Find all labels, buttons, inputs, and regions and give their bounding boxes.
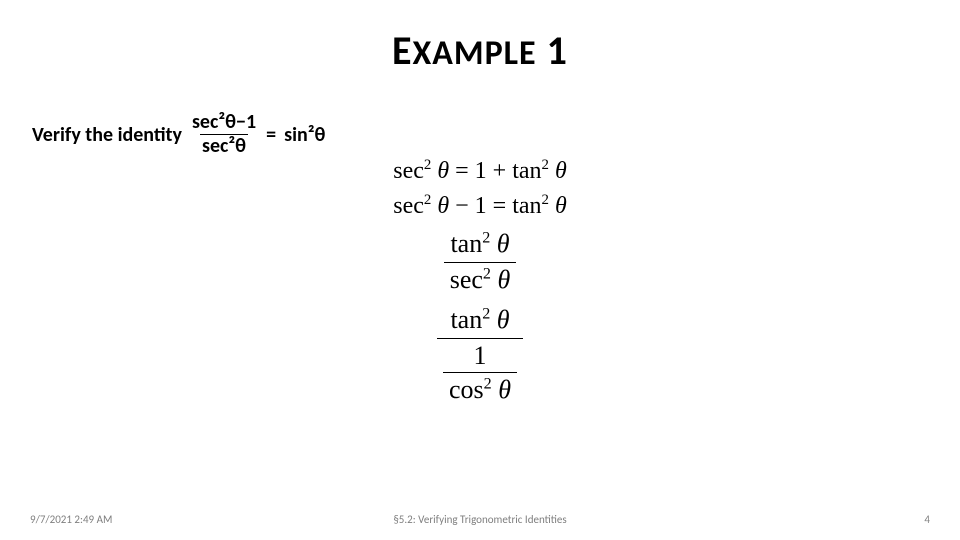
- work-frac-1: tan2 θ sec2 θ: [444, 228, 517, 296]
- work-frac-2-den-frac: 1 cos2 θ: [443, 342, 517, 407]
- prompt-rhs: sin²θ: [284, 123, 325, 147]
- slide: EXAMPLE 1 Verify the identity sec²θ−1 se…: [0, 0, 960, 540]
- work-frac-2-den-num: 1: [459, 342, 500, 373]
- work-line-1-text: sec2 θ = 1 + tan2 θ: [393, 158, 567, 185]
- work-frac-2: tan2 θ 1 cos2 θ: [437, 304, 523, 409]
- work-frac-1-den: sec2 θ: [444, 262, 517, 297]
- title-rest: XAMPLE: [413, 33, 537, 74]
- prompt-lead: Verify the identity: [32, 123, 182, 147]
- title-num: 1: [537, 26, 568, 75]
- work-frac-2-den-den: cos2 θ: [443, 372, 517, 407]
- work-line-1: sec2 θ = 1 + tan2 θ: [393, 158, 567, 185]
- work-line-2: sec2 θ − 1 = tan2 θ: [393, 193, 567, 220]
- prompt-lhs-fraction: sec²θ−1 sec²θ: [190, 112, 258, 157]
- prompt-eq: =: [266, 123, 276, 147]
- verify-prompt: Verify the identity sec²θ−1 sec²θ = sin²…: [32, 112, 325, 157]
- work-line-2-text: sec2 θ − 1 = tan2 θ: [393, 193, 567, 220]
- work-frac-2-den: 1 cos2 θ: [437, 338, 523, 409]
- prompt-lhs-den: sec²θ: [200, 134, 248, 157]
- footer-section: §5.2: Verifying Trigonometric Identities: [0, 513, 960, 526]
- title-cap: E: [392, 26, 413, 75]
- slide-title: EXAMPLE 1: [0, 26, 960, 75]
- work-frac-2-num: tan2 θ: [444, 304, 515, 338]
- footer-page: 4: [924, 513, 930, 526]
- work-area: sec2 θ = 1 + tan2 θ sec2 θ − 1 = tan2 θ …: [0, 158, 960, 409]
- prompt-lhs-num: sec²θ−1: [190, 112, 258, 134]
- work-frac-1-num: tan2 θ: [444, 228, 515, 262]
